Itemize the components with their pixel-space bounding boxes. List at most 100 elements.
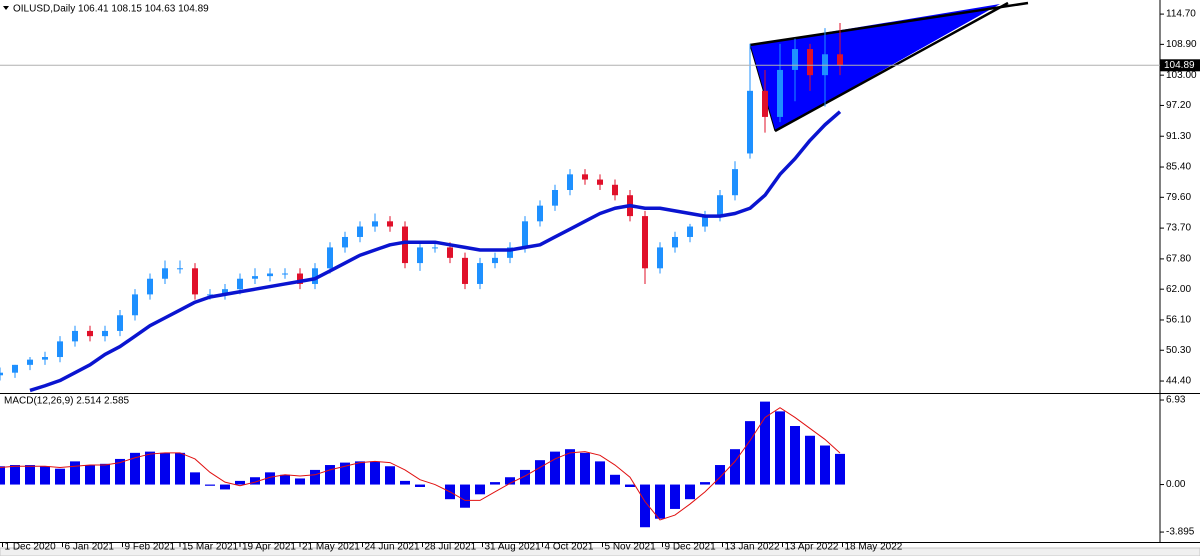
candle-body (672, 236, 678, 248)
candle-body (822, 54, 828, 76)
candle-body (132, 294, 138, 316)
macd-bar (505, 477, 515, 485)
macd-bar (580, 452, 590, 485)
candle-body (657, 247, 663, 269)
candle-body (177, 268, 183, 270)
y-tick-label: 0.00 (1166, 479, 1186, 490)
trend-line (749, 44, 776, 132)
macd-bar (130, 452, 140, 485)
macd-bar (460, 484, 470, 508)
macd-bar (820, 445, 830, 485)
y-tick-label: 56.10 (1166, 315, 1191, 326)
candle-body (687, 226, 693, 237)
macd-bar (535, 460, 545, 485)
candle-body (702, 216, 708, 227)
y-tick-label: 6.93 (1166, 395, 1186, 406)
candle-body (282, 273, 288, 275)
macd-bar (55, 468, 65, 485)
macd-bar (385, 466, 395, 485)
x-tick-label: 13 Apr 2022 (785, 541, 839, 552)
macd-bar (550, 451, 560, 485)
macd-bar (175, 452, 185, 485)
candle-body (27, 359, 33, 365)
candle-body (42, 357, 48, 360)
menu-arrow[interactable] (3, 6, 9, 10)
macd-bar (640, 484, 650, 528)
macd-bar (415, 484, 425, 487)
macd-bar (235, 480, 245, 485)
candle-body (372, 221, 378, 227)
candle-body (507, 247, 513, 258)
y-tick-label: -3.895 (1166, 527, 1195, 538)
candle-body (807, 49, 813, 76)
macd-bar (10, 465, 20, 485)
macd-bar (565, 449, 575, 485)
candle-body (717, 195, 723, 217)
x-tick-label: 9 Dec 2021 (665, 541, 717, 552)
candle-body (552, 189, 558, 206)
macd-bar (745, 421, 755, 485)
candle-body (567, 174, 573, 190)
candle-body (492, 257, 498, 264)
candle-body (12, 364, 18, 373)
macd-bar (775, 411, 785, 485)
y-tick-label: 103.00 (1166, 70, 1197, 81)
macd-bar (280, 474, 290, 485)
candle-body (522, 221, 528, 248)
candle-body (747, 90, 753, 154)
macd-bar (40, 466, 50, 485)
macd-bar (835, 453, 845, 485)
candle-body (57, 341, 63, 358)
macd-bar (340, 462, 350, 485)
candle-body (267, 273, 273, 277)
macd-bar (610, 474, 620, 485)
candle-body (147, 278, 153, 295)
macd-bar (145, 451, 155, 485)
macd-bar (295, 478, 305, 485)
macd-bar (805, 435, 815, 485)
x-tick-label: 6 Jan 2021 (65, 541, 115, 552)
candle-body (207, 294, 213, 296)
x-tick-label: 5 Nov 2021 (605, 541, 657, 552)
macd-bar (715, 465, 725, 485)
candle-body (447, 247, 453, 258)
x-tick-label: 28 Jul 2021 (425, 541, 477, 552)
candle-body (252, 276, 258, 279)
candle-body (102, 330, 108, 337)
candle-body (162, 268, 168, 279)
macd-bar (100, 463, 110, 485)
macd-bar (670, 484, 680, 509)
candle-body (432, 247, 438, 249)
macd-bar (25, 465, 35, 485)
candle-body (612, 184, 618, 196)
candle-body (72, 330, 78, 342)
candle-body (582, 174, 588, 180)
macd-bar (265, 472, 275, 485)
x-tick-label: 18 May 2022 (845, 541, 903, 552)
y-tick-label: 67.80 (1166, 254, 1191, 265)
x-tick-label: 9 Feb 2021 (125, 541, 176, 552)
candle-body (462, 257, 468, 284)
x-tick-label: 31 Aug 2021 (485, 541, 542, 552)
candle-body (837, 54, 843, 66)
x-tick-label: 19 Apr 2021 (242, 541, 296, 552)
candle-body (312, 268, 318, 284)
candle-body (477, 263, 483, 284)
candle-body (642, 216, 648, 269)
macd-bar (475, 484, 485, 495)
x-tick-label: 13 Jan 2022 (725, 541, 780, 552)
candle-body (192, 268, 198, 295)
macd-bar (220, 484, 230, 490)
macd-bar (250, 477, 260, 485)
indicator-title: MACD(12,26,9) 2.514 2.585 (4, 396, 130, 407)
y-tick-label: 91.30 (1166, 131, 1191, 142)
candle-body (402, 226, 408, 264)
y-tick-label: 62.00 (1166, 284, 1191, 295)
x-tick-label: 24 Jun 2021 (365, 541, 420, 552)
macd-bar (790, 426, 800, 485)
macd-bar (625, 484, 635, 487)
macd-bar (730, 449, 740, 485)
candle-body (87, 330, 93, 337)
moving-average-line (29, 110, 842, 393)
